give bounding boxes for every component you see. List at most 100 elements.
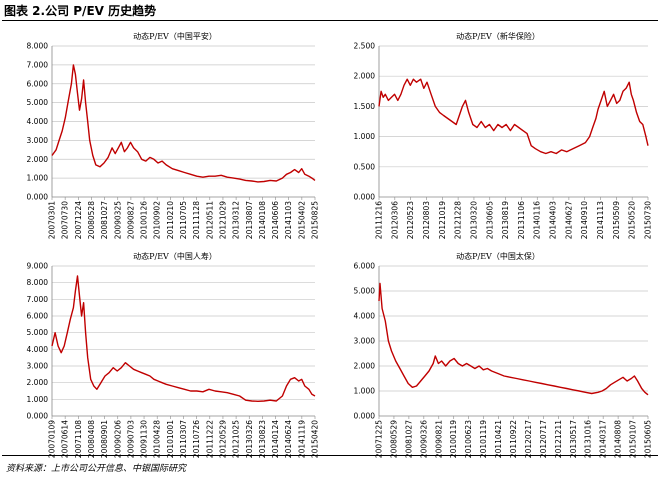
- x-tick-label: 20130320: [469, 201, 478, 239]
- x-tick-label: 20131106: [517, 201, 526, 239]
- x-tick-label: 20140627: [564, 201, 573, 239]
- x-tick-label: 20090325: [113, 201, 122, 239]
- x-tick-label: 20090703: [126, 420, 135, 458]
- y-tick-label: 0.000: [27, 412, 49, 421]
- x-tick-label: 20140116: [533, 201, 542, 239]
- y-tick-label: 6.000: [354, 262, 376, 271]
- x-tick-label: 20141103: [284, 201, 293, 239]
- x-tick-label: 20110210: [166, 201, 175, 239]
- x-tick-label: 20130326: [245, 420, 254, 458]
- x-tick-label: 20100126: [140, 201, 149, 239]
- y-tick-label: 0.000: [354, 412, 376, 421]
- x-tick-label: 20141113: [596, 201, 605, 239]
- x-tick-label: 20150730: [644, 201, 653, 239]
- y-tick-label: 2.500: [354, 42, 376, 51]
- x-tick-label: 20120306: [390, 201, 399, 239]
- x-tick-label: 20150520: [628, 201, 637, 239]
- y-tick-label: 0.000: [27, 193, 49, 202]
- x-tick-label: 20141119: [297, 420, 306, 458]
- x-tick-label: 20140606: [271, 201, 280, 239]
- y-tick-label: 5.000: [354, 287, 376, 296]
- x-tick-label: 20090827: [126, 201, 135, 239]
- chart-title: 动态P/EV（中国太保）: [456, 251, 540, 261]
- y-tick-label: 6.000: [27, 79, 49, 88]
- x-tick-label: 20121228: [454, 201, 463, 239]
- y-tick-label: 1.500: [354, 102, 376, 111]
- x-tick-label: 20111216: [375, 201, 384, 239]
- x-tick-label: 20081027: [100, 201, 109, 239]
- x-tick-label: 20150420: [311, 420, 320, 458]
- y-tick-label: 7.000: [27, 295, 49, 304]
- chart-panel-4: 动态P/EV（中国太保） 0.000 1.000 2.000 3.000 4.000 5.0…: [354, 251, 653, 458]
- y-tick-label: 4.000: [27, 117, 49, 126]
- x-tick-label: 20131016: [584, 420, 593, 458]
- x-tick-label: 20101119: [479, 420, 488, 458]
- x-tick-label: 20140124: [271, 420, 280, 458]
- x-tick-label: 20090326: [419, 420, 428, 458]
- y-tick-label: 1.000: [354, 387, 376, 396]
- x-tick-label: 20140108: [258, 201, 267, 239]
- x-tick-label: 20070109: [48, 420, 57, 458]
- chart-panel-2: 动态P/EV（新华保险） 0.000 0.500 1.000 1.500 2.000 2.5…: [354, 31, 653, 239]
- chart-panel-1: 动态P/EV（中国平安） 0.000 1.000 2.000 3.000 4.000 5.0…: [27, 31, 320, 239]
- x-tick-label: 20130605: [485, 201, 494, 239]
- x-tick-label: 20110726: [192, 420, 201, 458]
- x-tick-label: 20150509: [612, 201, 621, 239]
- chart-title: 动态P/EV（中国人寿）: [133, 251, 217, 261]
- y-tick-label: 0.000: [354, 193, 376, 202]
- y-tick-label: 6.000: [27, 312, 49, 321]
- series-line: [378, 282, 649, 396]
- x-tick-label: 20120717: [539, 420, 548, 458]
- y-tick-label: 2.000: [354, 72, 376, 81]
- y-tick-label: 3.000: [354, 337, 376, 346]
- x-tick-label: 20140910: [580, 201, 589, 239]
- y-tick-label: 2.000: [27, 378, 49, 387]
- series-line: [51, 64, 316, 183]
- x-tick-label: 20150107: [629, 420, 638, 458]
- x-tick-label: 20140317: [599, 420, 608, 458]
- x-tick-label: 20120523: [406, 201, 415, 239]
- y-tick-label: 8.000: [27, 278, 49, 287]
- x-tick-label: 20140403: [549, 201, 558, 239]
- x-tick-label: 20070614: [61, 420, 70, 458]
- x-tick-label: 20081027: [404, 420, 413, 458]
- x-tick-label: 20071224: [74, 201, 83, 239]
- x-tick-label: 20130819: [501, 201, 510, 239]
- x-tick-label: 20140808: [614, 420, 623, 458]
- x-tick-label: 20130517: [569, 420, 578, 458]
- x-tick-label: 20090206: [113, 420, 122, 458]
- x-tick-label: 20110307: [179, 420, 188, 458]
- x-tick-label: 20120511: [205, 201, 214, 239]
- x-tick-label: 20080408: [87, 420, 96, 458]
- x-tick-label: 20070730: [61, 201, 70, 239]
- series-line: [378, 78, 649, 155]
- x-tick-label: 20121019: [438, 201, 447, 239]
- x-tick-label: 20110922: [509, 420, 518, 458]
- x-tick-label: 20140624: [284, 420, 293, 458]
- chart-panel-3: 动态P/EV（中国人寿） 0.000 1.000 2.000 3.000 4.000 5.0…: [27, 251, 320, 458]
- top-rule: [2, 20, 658, 21]
- x-tick-label: 20120529: [218, 420, 227, 458]
- chart-title: 动态P/EV（新华保险）: [456, 31, 540, 41]
- x-tick-label: 20130312: [232, 201, 241, 239]
- y-tick-label: 2.000: [354, 362, 376, 371]
- x-tick-label: 20071225: [375, 420, 384, 458]
- x-tick-label: 20121025: [232, 420, 241, 458]
- series-line: [51, 275, 316, 402]
- x-tick-label: 20070301: [48, 201, 57, 239]
- y-tick-label: 1.000: [27, 174, 49, 183]
- x-tick-label: 20110421: [494, 420, 503, 458]
- y-tick-label: 0.500: [354, 162, 376, 171]
- y-tick-label: 5.000: [27, 98, 49, 107]
- x-tick-label: 20100428: [153, 420, 162, 458]
- x-tick-label: 20150605: [644, 420, 653, 458]
- chart-title: 动态P/EV（中国平安）: [133, 31, 217, 41]
- x-tick-label: 20100902: [153, 201, 162, 239]
- y-tick-label: 5.000: [27, 328, 49, 337]
- x-tick-label: 20090821: [434, 420, 443, 458]
- y-tick-label: 8.000: [27, 42, 49, 51]
- y-tick-label: 7.000: [27, 60, 49, 69]
- source-note: 资料来源：上市公司公开信息、中银国际研究: [6, 464, 187, 474]
- y-tick-label: 1.000: [354, 132, 376, 141]
- x-tick-label: 20080528: [87, 201, 96, 239]
